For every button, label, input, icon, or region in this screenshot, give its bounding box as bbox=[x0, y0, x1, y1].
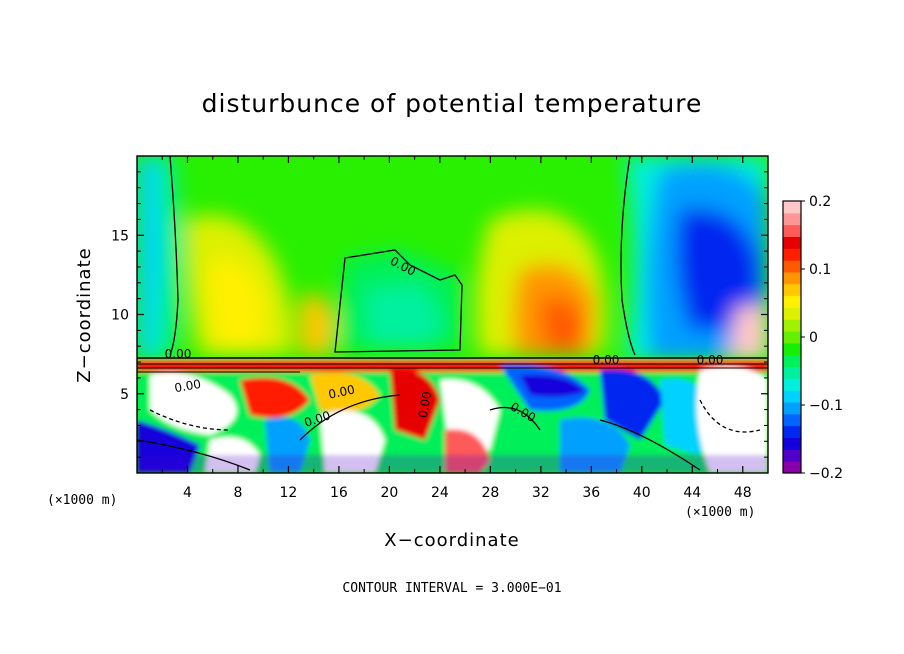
colorbar-tick-label: 0.2 bbox=[809, 194, 831, 210]
y-axis-label: Z−coordinate bbox=[74, 247, 95, 382]
colorbar-swatch bbox=[783, 283, 801, 297]
colorbar-swatch bbox=[783, 390, 801, 403]
x-tick-label: 20 bbox=[380, 485, 398, 501]
colorbar-swatch bbox=[783, 260, 801, 273]
contour-lines bbox=[137, 156, 768, 471]
colorbar-swatch bbox=[783, 271, 801, 285]
contour-zero bbox=[334, 249, 463, 353]
contour-label: 0.00 bbox=[327, 382, 356, 401]
upper-field bbox=[137, 156, 768, 360]
contour-label: 0.00 bbox=[416, 390, 434, 419]
colorbar-swatch bbox=[783, 224, 801, 237]
x-tick-label: 40 bbox=[633, 485, 651, 501]
colorbar-swatch bbox=[783, 437, 801, 450]
x-tick-label: 44 bbox=[683, 485, 701, 501]
colorbar-swatch bbox=[783, 295, 801, 308]
colorbar-swatch bbox=[783, 402, 801, 415]
contour-pos bbox=[489, 406, 541, 431]
x-tick-label: 48 bbox=[734, 485, 752, 501]
contour-label: 0.00 bbox=[173, 377, 202, 395]
field-region bbox=[300, 293, 335, 355]
x-axis-ticks: 4 8 12 16 20 24 28 32 36 40 44 48 bbox=[161, 156, 752, 501]
chart-title: disturbunce of potential temperature bbox=[202, 89, 703, 118]
colorbar-swatch bbox=[783, 307, 801, 320]
plot-area bbox=[137, 156, 768, 473]
colorbar-swatch bbox=[783, 366, 801, 379]
contour-interval-footer: CONTOUR INTERVAL = 3.000E−01 bbox=[342, 581, 561, 596]
contour-neg bbox=[149, 409, 231, 431]
contour-neg bbox=[699, 399, 761, 433]
field-region bbox=[137, 156, 160, 360]
colorbar-swatch bbox=[783, 342, 801, 356]
contour-pos bbox=[599, 419, 701, 471]
y-tick-label: 5 bbox=[120, 387, 129, 403]
contour-pos bbox=[299, 394, 401, 441]
colorbar-ticks: 0.2 0.1 0 −0.1 −0.2 bbox=[801, 194, 843, 482]
x-tick-label: 4 bbox=[183, 485, 192, 501]
field-region bbox=[208, 258, 265, 350]
colorbar-swatch bbox=[783, 236, 801, 249]
colorbar-swatch bbox=[783, 319, 801, 332]
colorbar-swatch bbox=[783, 331, 801, 344]
x-tick-label: 12 bbox=[280, 485, 298, 501]
contour-label: 0.00 bbox=[697, 353, 724, 367]
x-unit-left: (×1000 m) bbox=[47, 493, 117, 508]
x-tick-label: 32 bbox=[532, 485, 550, 501]
colorbar bbox=[782, 200, 802, 474]
field-region bbox=[676, 208, 760, 330]
contour-pos bbox=[137, 439, 251, 471]
colorbar-swatch bbox=[783, 201, 801, 214]
colorbar-swatch bbox=[783, 378, 801, 391]
y-tick-label: 10 bbox=[111, 308, 129, 324]
colorbar-swatch bbox=[783, 425, 801, 439]
colorbar-swatch bbox=[783, 449, 801, 462]
contour-zero bbox=[620, 156, 636, 356]
x-tick-label: 24 bbox=[431, 485, 449, 501]
field-region bbox=[365, 285, 445, 345]
contour-zero bbox=[169, 156, 179, 356]
field-region bbox=[540, 297, 585, 350]
colorbar-tick-label: −0.2 bbox=[809, 466, 843, 482]
contour-label: 0.00 bbox=[165, 347, 192, 361]
y-tick-label: 15 bbox=[111, 228, 129, 244]
x-unit-right: (×1000 m) bbox=[685, 505, 755, 520]
y-axis-ticks: 5 10 15 bbox=[111, 171, 768, 458]
colorbar-swatch bbox=[783, 248, 801, 261]
colorbar-swatch bbox=[783, 461, 801, 474]
x-axis-label: X−coordinate bbox=[384, 530, 519, 551]
colorbar-swatch bbox=[783, 212, 801, 226]
contour-label: 0.00 bbox=[593, 353, 620, 367]
x-tick-label: 36 bbox=[582, 485, 600, 501]
x-tick-label: 8 bbox=[233, 485, 242, 501]
field-region bbox=[730, 305, 768, 360]
colorbar-tick-label: 0.1 bbox=[809, 262, 831, 278]
colorbar-tick-label: −0.1 bbox=[809, 398, 843, 414]
colorbar-swatch bbox=[783, 413, 801, 427]
contour-label-layer: 0.000.00 0.000.00 0.000.000.00 0.000.00 bbox=[165, 254, 724, 430]
colorbar-tick-label: 0 bbox=[809, 330, 818, 346]
x-tick-label: 28 bbox=[481, 485, 499, 501]
x-tick-label: 16 bbox=[330, 485, 348, 501]
colorbar-swatch bbox=[783, 354, 801, 368]
lower-field bbox=[137, 358, 768, 473]
contour-dense bbox=[137, 363, 768, 373]
